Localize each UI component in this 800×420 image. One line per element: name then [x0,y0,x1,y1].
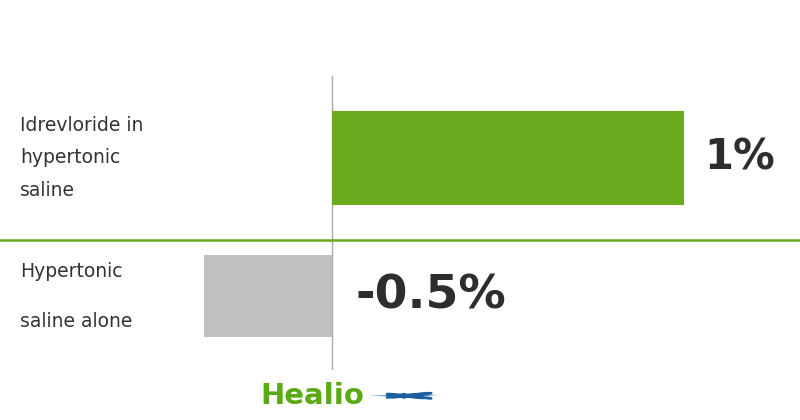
Text: Idrevloride in: Idrevloride in [20,116,143,135]
FancyBboxPatch shape [204,255,332,337]
Text: hypertonic: hypertonic [20,148,120,168]
Text: saline: saline [20,181,75,200]
Text: Healio: Healio [260,382,364,410]
Text: -0.5%: -0.5% [356,273,506,319]
Text: Hypertonic: Hypertonic [20,262,122,281]
FancyBboxPatch shape [332,111,684,205]
Text: Absolute change in percent predicted FEV$_1$ from baseline to day 28:: Absolute change in percent predicted FEV… [0,24,800,52]
Text: 1%: 1% [704,137,774,179]
Polygon shape [368,393,440,399]
Text: saline alone: saline alone [20,312,132,331]
